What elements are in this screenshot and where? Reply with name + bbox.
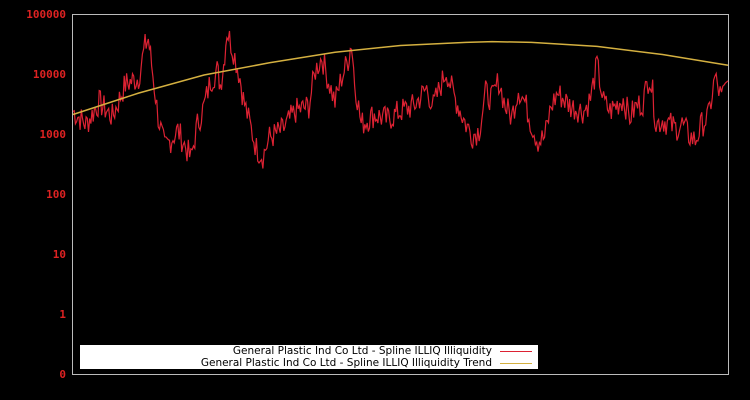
- illiquidity-trend-line: [72, 40, 729, 116]
- y-tick-100: 100: [46, 188, 66, 201]
- y-tick-10000: 10000: [32, 68, 66, 81]
- y-tick-1000: 1000: [39, 128, 67, 141]
- legend-label: General Plastic Ind Co Ltd - Spline ILLI…: [200, 357, 492, 369]
- y-tick-0: 0: [59, 368, 66, 381]
- legend-swatch-red-line-icon: [500, 350, 532, 352]
- legend-item-illiquidity: General Plastic Ind Co Ltd - Spline ILLI…: [233, 345, 532, 357]
- illiquidity-series-line: [72, 30, 729, 169]
- y-tick-1: 1: [59, 308, 66, 321]
- legend: General Plastic Ind Co Ltd - Spline ILLI…: [80, 345, 538, 369]
- legend-item-trend: General Plastic Ind Co Ltd - Spline ILLI…: [201, 357, 532, 369]
- legend-label: General Plastic Ind Co Ltd - Spline ILLI…: [232, 345, 492, 357]
- y-tick-100000: 100000: [26, 8, 66, 21]
- plot-frame: [72, 14, 729, 375]
- legend-swatch-yellow-line-icon: [500, 362, 532, 364]
- y-tick-10: 10: [52, 248, 66, 261]
